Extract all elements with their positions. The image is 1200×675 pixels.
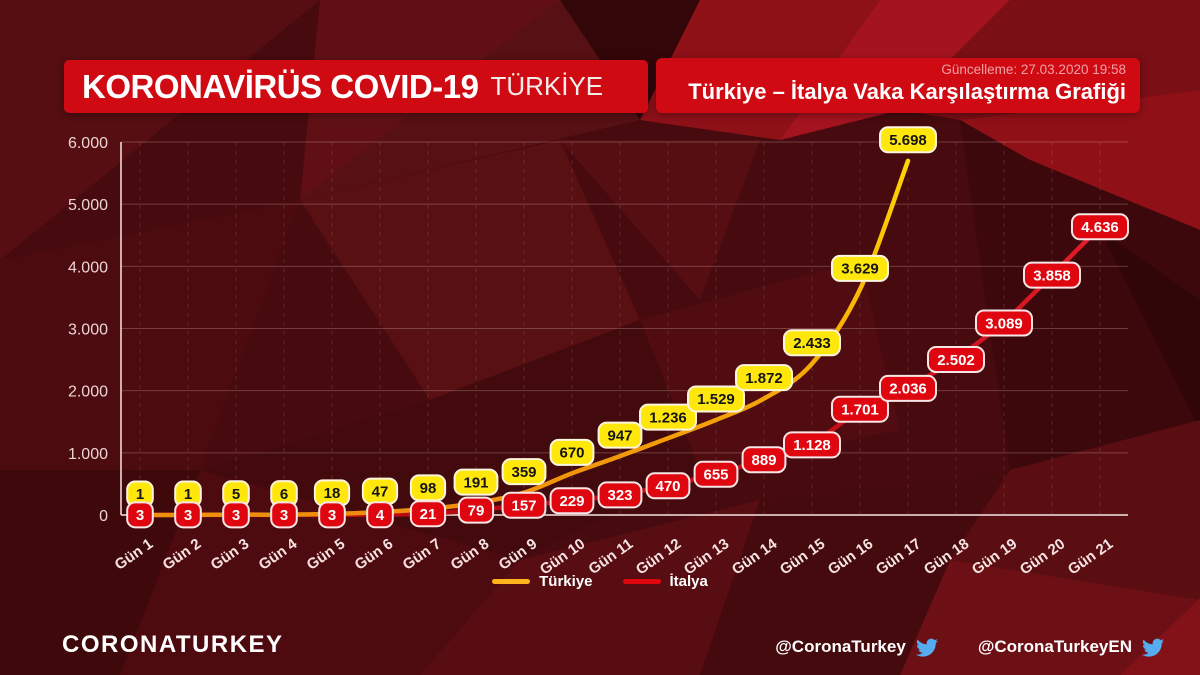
- chart-legend: Türkiye İtalya: [0, 566, 1200, 596]
- legend-item-turkiye: Türkiye: [492, 572, 593, 590]
- twitter-bird-icon: [1142, 636, 1164, 658]
- twitter-handle-en: @CoronaTurkeyEN: [978, 636, 1164, 658]
- twitter-handle-label: @CoronaTurkeyEN: [977, 637, 1132, 656]
- page-title: KORONAVİRÜS COVID-19: [82, 67, 479, 105]
- update-timestamp: Güncelleme: 27.03.2020 19:58: [941, 62, 1126, 77]
- page-subtitle: TÜRKİYE: [490, 71, 604, 101]
- twitter-handle-label: @CoronaTurkey: [775, 637, 906, 656]
- legend-label-italya: İtalya: [669, 572, 708, 590]
- legend-item-italya: İtalya: [622, 572, 708, 590]
- chart-title-banner: Güncelleme: 27.03.2020 19:58 Türkiye – İ…: [656, 58, 1140, 113]
- turkiye-line-swatch: [492, 578, 531, 584]
- italya-line-swatch: [622, 578, 661, 584]
- twitter-bird-icon: [915, 636, 938, 658]
- main-title-banner: KORONAVİRÜS COVID-19 TÜRKİYE: [64, 60, 648, 113]
- brand-logo: CORONATURKEY: [62, 631, 284, 658]
- legend-label-turkiye: Türkiye: [539, 572, 593, 590]
- chart-title: Türkiye – İtalya Vaka Karşılaştırma Graf…: [688, 79, 1126, 104]
- twitter-handle-tr: @CoronaTurkey: [775, 636, 938, 658]
- social-handles: @CoronaTurkey @CoronaTurkeyEN: [775, 636, 1164, 658]
